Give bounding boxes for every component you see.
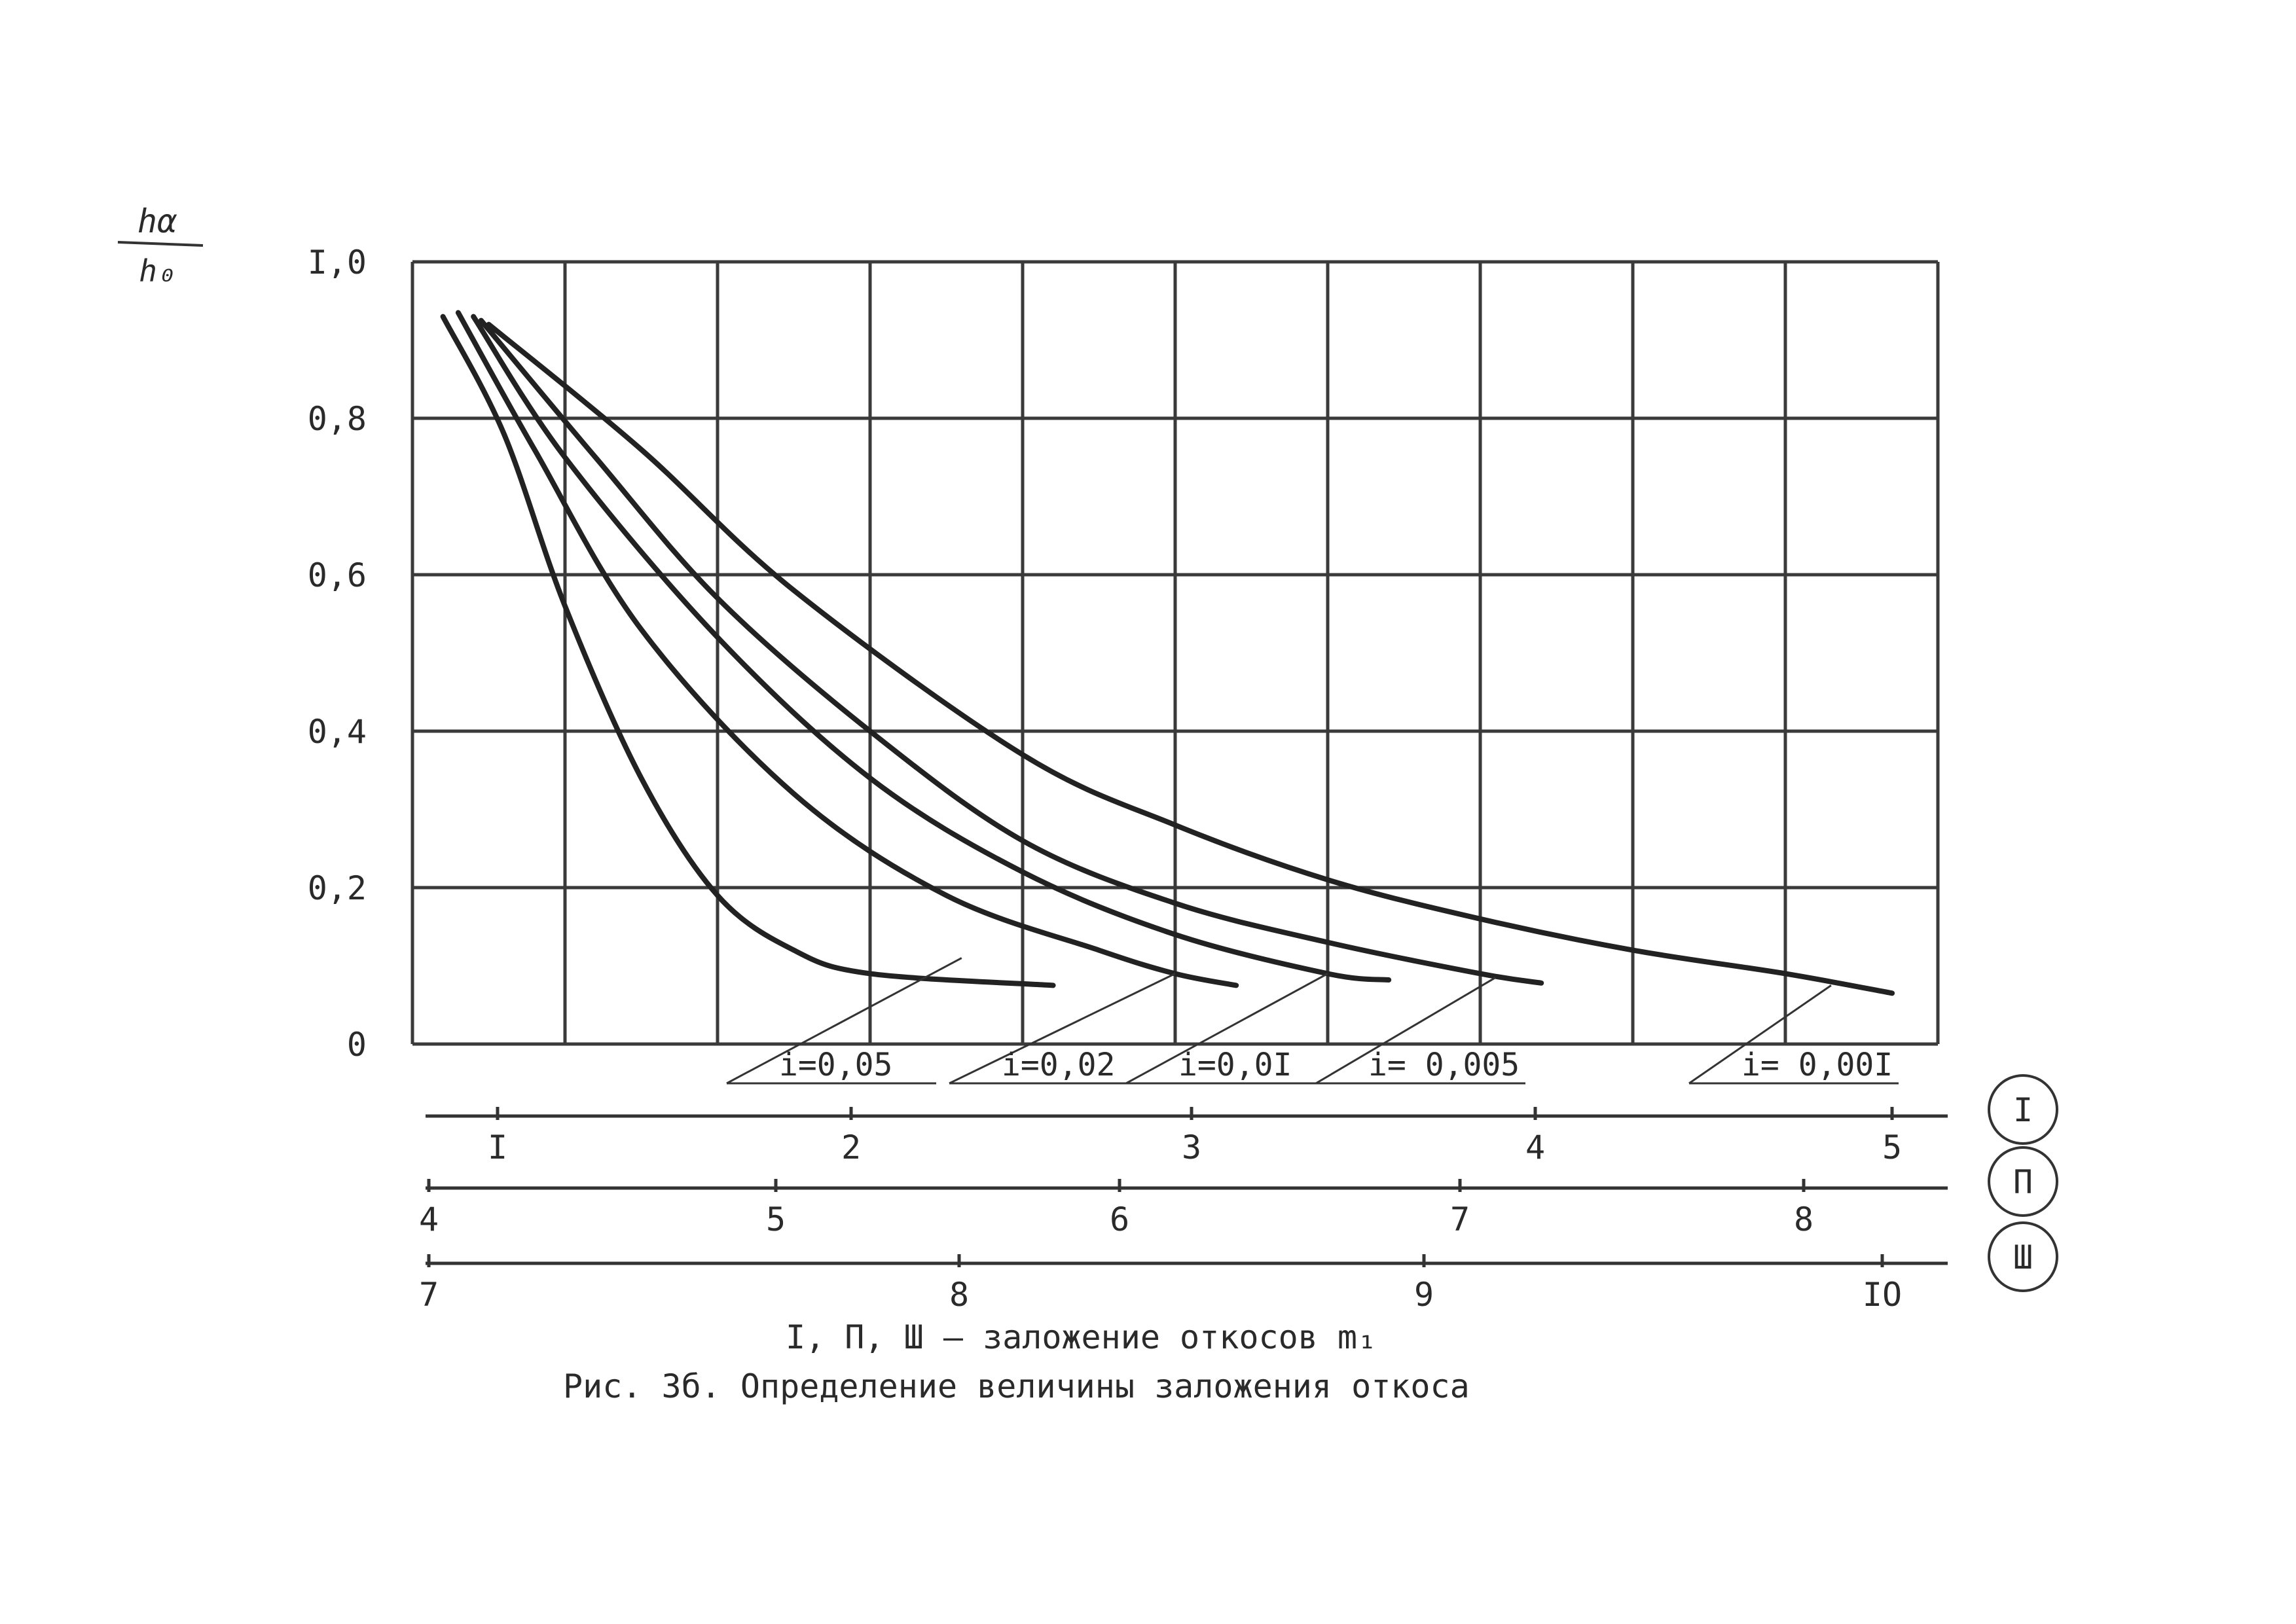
scale-marker-label: П [2013,1163,2033,1201]
scale-marker-label: I [2013,1091,2033,1129]
scale-tick-label: 5 [1882,1128,1902,1166]
curve-label: i= 0,00I [1741,1047,1893,1083]
curve-label: i= 0,005 [1368,1047,1520,1083]
plot-grid [410,260,1940,1046]
curve-label: i=0,0I [1178,1047,1292,1083]
m-scales: I 2 3 4 5 I 4 5 6 7 8 П 7 8 9 IO Ш [419,1074,2058,1314]
scale-tick-label: 6 [1110,1200,1129,1238]
series-curve [471,314,1392,983]
figure-caption: Рис. 3б. Определение величины заложения … [563,1367,1470,1405]
scale-tick-label: 2 [841,1128,861,1166]
scale-tick-label: 9 [1414,1276,1434,1314]
curve-label-leader [949,973,1176,1085]
scale-tick-label: IO [1863,1276,1902,1314]
caption-scales: I, П, Ш – заложение откосов m₁ [786,1318,1377,1356]
y-tick-label: I,0 [308,244,367,281]
scale-marker-circle [1988,1074,2058,1145]
series-curve [455,310,1239,988]
scale-tick-label: 4 [1525,1128,1545,1166]
scale-tick-label: 3 [1182,1128,1201,1166]
scale-tick-label: 4 [419,1200,439,1238]
scale-marker-label: Ш [2013,1238,2033,1276]
y-axis-label: hα h₀ [117,202,204,289]
curve-label-leader [1315,977,1497,1085]
scale-tick-label: 7 [419,1276,439,1314]
y-axis-label-numerator: hα [137,202,177,240]
curve-label-leader [1688,984,1832,1085]
y-axis-label-denominator: h₀ [139,253,175,289]
y-axis-label-bar [117,241,204,247]
curve-labels: i=0,05 i=0,02 i=0,0I i= 0,005 i= 0,00I [726,957,1899,1085]
scale-tick-label: I [488,1128,507,1166]
scale-marker-circle [1988,1146,2058,1217]
scale-tick-label: 7 [1450,1200,1470,1238]
y-tick-label: 0,4 [308,713,367,751]
curve-label-leader [1125,973,1328,1085]
curve-label: i=0,02 [1002,1047,1115,1083]
curves [440,310,1895,996]
scale-tick-label: 8 [949,1276,969,1314]
curve-label-leader [726,957,962,1085]
scale-tick-label: 8 [1794,1200,1813,1238]
scale-tick-label: 5 [766,1200,786,1238]
y-tick-label: 0,6 [308,556,367,594]
series-curve [440,314,1056,988]
scale-marker-circle [1988,1221,2058,1292]
series-curve [478,317,1544,986]
y-tick-label: 0 [347,1026,367,1064]
y-tick-labels: 0 0,2 0,4 0,6 0,8 I,0 [308,244,367,1064]
series-curve [486,321,1895,996]
y-tick-label: 0,8 [308,400,367,438]
y-tick-label: 0,2 [308,869,367,907]
curve-label: i=0,05 [779,1047,892,1083]
